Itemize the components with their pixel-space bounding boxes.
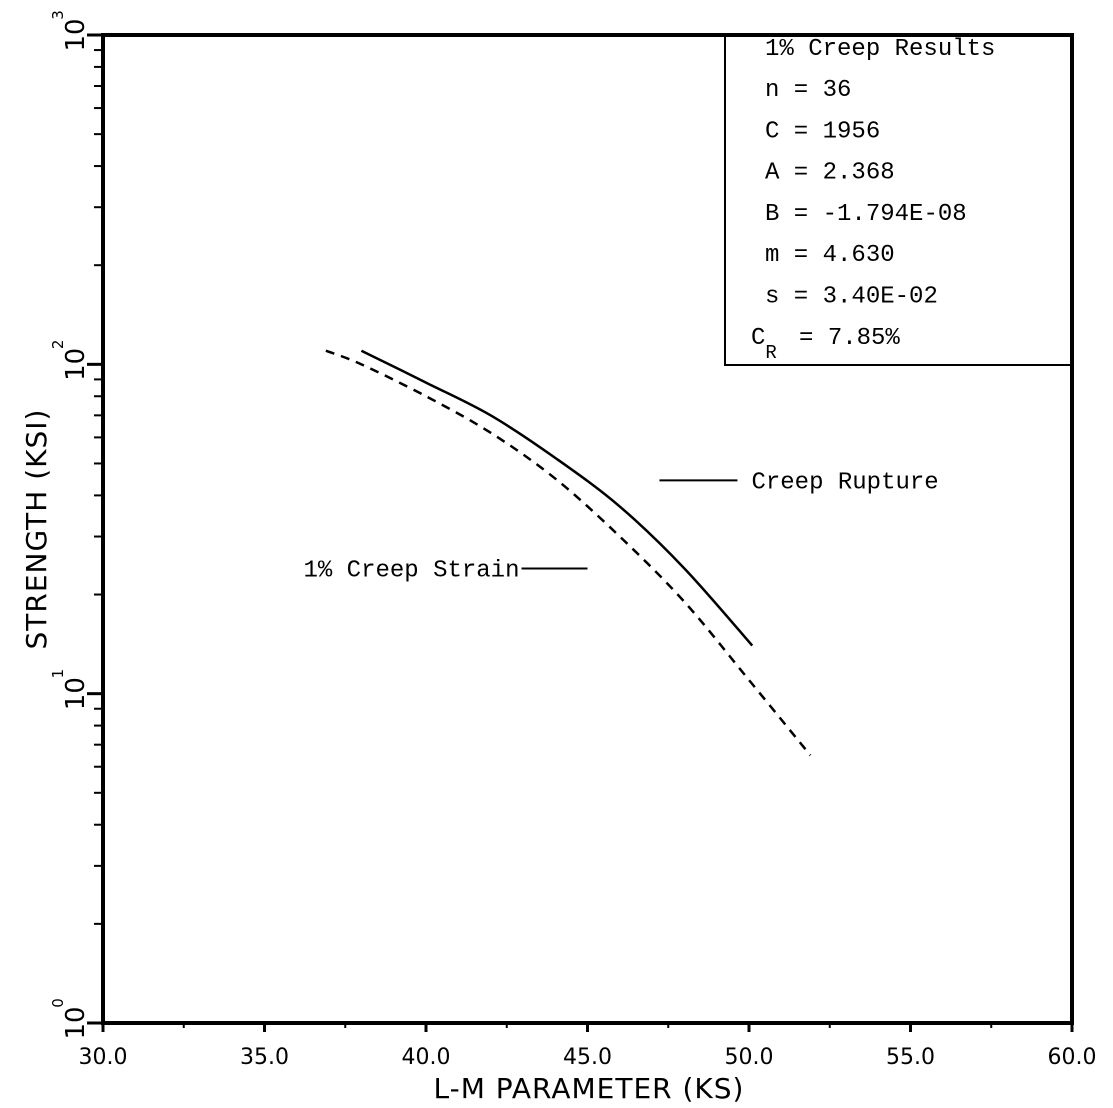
x-tick-label: 35.0 xyxy=(240,1045,289,1070)
creep-rupture-label: Creep Rupture xyxy=(751,469,938,496)
x-tick-label: 30.0 xyxy=(79,1045,128,1070)
results-row: CR = 7.85% xyxy=(751,325,900,364)
y-tick-label-base: 10 xyxy=(61,677,91,710)
results-row-equals: = xyxy=(799,325,828,352)
y-tick-label-base: 10 xyxy=(61,348,91,381)
y-tick-label-exponent: 3 xyxy=(49,10,67,20)
results-row-value: 1956 xyxy=(823,118,881,145)
y-tick-label-exponent: 2 xyxy=(49,340,67,350)
results-row-label: A xyxy=(765,160,780,187)
y-tick-label-exponent: 0 xyxy=(49,998,67,1008)
results-row-value: 36 xyxy=(823,77,852,104)
series-layer xyxy=(325,349,812,757)
results-row-label: n xyxy=(765,77,779,104)
x-tick-label: 50.0 xyxy=(725,1045,774,1070)
results-row-subscript: R xyxy=(765,342,776,364)
results-row: n = 36 xyxy=(765,77,851,104)
results-row: A = 2.368 xyxy=(765,160,895,187)
series-line-1-creep-strain xyxy=(325,349,812,757)
series-line-creep-rupture xyxy=(360,349,754,647)
results-row-equals: = xyxy=(779,284,822,311)
annotations: Creep Rupture 1% Creep Strain xyxy=(303,469,938,584)
results-row: m = 4.630 xyxy=(765,242,895,269)
results-row-value: 4.630 xyxy=(823,242,895,269)
x-axis-title: L-M PARAMETER (KS) xyxy=(434,1072,745,1105)
results-rows: n = 36 C = 1956 A = 2.368 B = -1.794E-08 m =… xyxy=(751,77,967,364)
results-row-label: s xyxy=(765,284,779,311)
results-row: B = -1.794E-08 xyxy=(765,201,967,228)
results-row-label: C xyxy=(765,118,779,145)
results-title: 1% Creep Results xyxy=(765,36,995,63)
y-tick-label-exponent: 1 xyxy=(49,669,67,679)
results-row-equals: = xyxy=(779,160,822,187)
results-row-value: 3.40E-02 xyxy=(823,284,938,311)
results-box: 1% Creep Results n = 36 C = 1956 A = 2.368… xyxy=(724,35,1072,366)
results-row-label: B xyxy=(765,201,779,228)
results-row: s = 3.40E-02 xyxy=(765,284,938,311)
results-row-equals: = xyxy=(779,118,822,145)
results-box-border xyxy=(724,35,1072,366)
y-axis-title: STRENGTH (KSI) xyxy=(20,409,53,650)
results-row-equals: = xyxy=(779,201,822,228)
x-tick-label: 40.0 xyxy=(402,1045,451,1070)
x-tick-label: 45.0 xyxy=(563,1045,612,1070)
results-row: C = 1956 xyxy=(765,118,880,145)
results-row-label: C xyxy=(751,325,765,352)
results-row-value: -1.794E-08 xyxy=(823,201,967,228)
creep-strain-label: 1% Creep Strain xyxy=(303,557,519,584)
results-row-value: 2.368 xyxy=(823,160,895,187)
y-tick-label-base: 10 xyxy=(61,1006,91,1039)
y-tick-label-base: 10 xyxy=(61,18,91,51)
x-tick-label: 55.0 xyxy=(886,1045,935,1070)
results-row-equals: = xyxy=(779,77,822,104)
x-tick-label: 60.0 xyxy=(1048,1045,1097,1070)
results-row-label: m xyxy=(765,242,779,269)
results-row-value: 7.85% xyxy=(828,325,901,352)
plot-frame xyxy=(101,33,1074,1025)
axis-ticks xyxy=(87,33,1074,1032)
results-row-equals: = xyxy=(779,242,822,269)
